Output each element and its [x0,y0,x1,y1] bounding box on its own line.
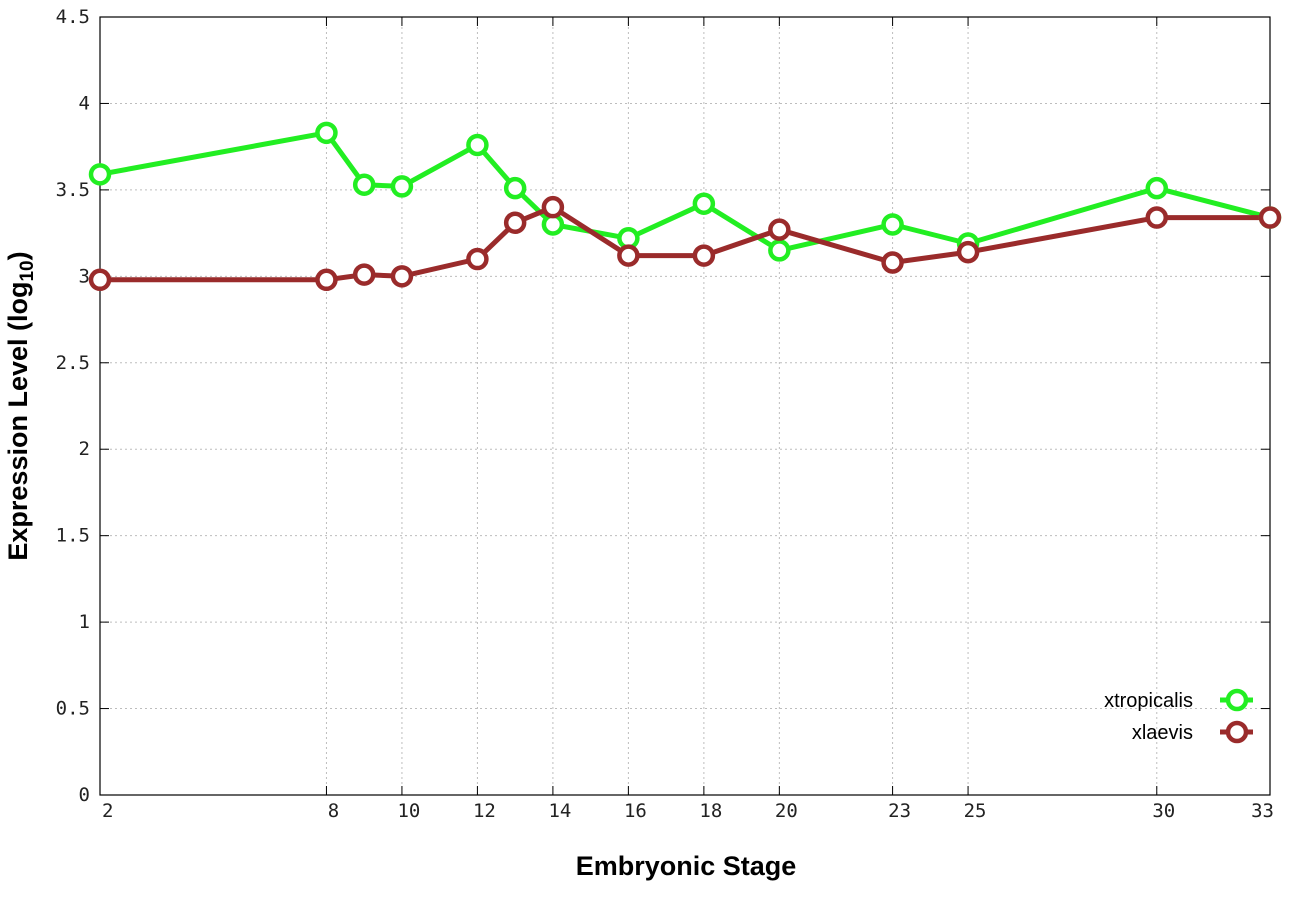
x-tick-label: 12 [473,800,496,822]
data-point-xtropicalis [315,121,338,145]
data-point-xlaevis [352,263,376,286]
data-point-xlaevis [1145,206,1169,229]
x-tick-label: 8 [328,800,339,822]
x-axis-ticks: 2 8 10 12 14 16 18 20 23 25 30 33 [99,17,1274,822]
data-point-xlaevis [503,211,527,234]
x-tick-label: 14 [548,800,571,822]
x-tick-label: 18 [699,800,722,822]
y-tick-label: 2.5 [56,352,90,374]
y-tick-label: 1.5 [56,525,90,547]
data-point-xtropicalis [1145,176,1169,200]
x-tick-label: 20 [775,800,798,822]
x-axis-title: Embryonic Stage [576,851,797,881]
y-axis-title-main: Expression Level (log [3,282,33,561]
data-point-xtropicalis [881,213,904,236]
legend: xtropicalis xlaevis [1104,688,1253,744]
y-tick-label: 0.5 [56,698,90,720]
data-point-xlaevis [1258,206,1282,229]
data-point-xlaevis [88,268,112,292]
x-tick-label: 30 [1152,800,1175,822]
y-axis-ticks: 0 0.5 1 1.5 2 2.5 3 3.5 4 4.5 [56,6,1270,806]
data-point-xtropicalis [88,163,112,186]
series-lines [88,121,1282,292]
data-point-xlaevis [617,244,640,267]
legend-label-xlaevis: xlaevis [1132,722,1193,744]
x-tick-label: 33 [1251,800,1274,822]
data-point-xlaevis [881,251,904,274]
x-tick-label: 10 [397,800,420,822]
x-tick-label: 16 [624,800,647,822]
y-tick-label: 4 [79,92,90,114]
data-point-xlaevis [390,265,414,288]
legend-label-xtropicalis: xtropicalis [1104,690,1193,712]
data-point-xlaevis [956,240,980,264]
y-tick-label: 0 [79,784,90,806]
data-point-xtropicalis [466,133,489,157]
data-point-xlaevis [541,195,565,219]
data-point-xtropicalis [503,176,527,200]
data-point-xlaevis [768,218,791,241]
data-point-xtropicalis [692,192,716,215]
y-tick-label: 4.5 [56,6,90,28]
y-axis-title-close: ) [3,251,33,260]
legend-marker-xlaevis [1225,720,1249,744]
y-axis-title: Expression Level (log10) [3,251,38,560]
data-point-xtropicalis [768,239,791,262]
grid-lines [100,17,1270,795]
data-point-xtropicalis [390,175,414,198]
data-point-xlaevis [466,247,489,271]
legend-marker-xtropicalis [1225,688,1249,712]
series-line-xlaevis [100,204,1270,283]
x-tick-label: 23 [888,800,911,822]
data-point-xlaevis [315,268,338,292]
x-tick-label: 25 [964,800,987,822]
series-line-xtropicalis [99,130,1271,253]
y-axis-title-subscript: 10 [17,260,38,281]
plot-frame [99,16,1271,796]
y-tick-label: 2 [79,438,90,460]
y-tick-label: 3.5 [56,179,90,201]
y-tick-label: 1 [79,611,90,633]
data-point-xtropicalis [352,173,376,196]
y-tick-label: 3 [79,265,90,287]
plot-border [99,16,1271,796]
data-point-xlaevis [692,244,716,267]
x-tick-label: 2 [102,800,113,822]
